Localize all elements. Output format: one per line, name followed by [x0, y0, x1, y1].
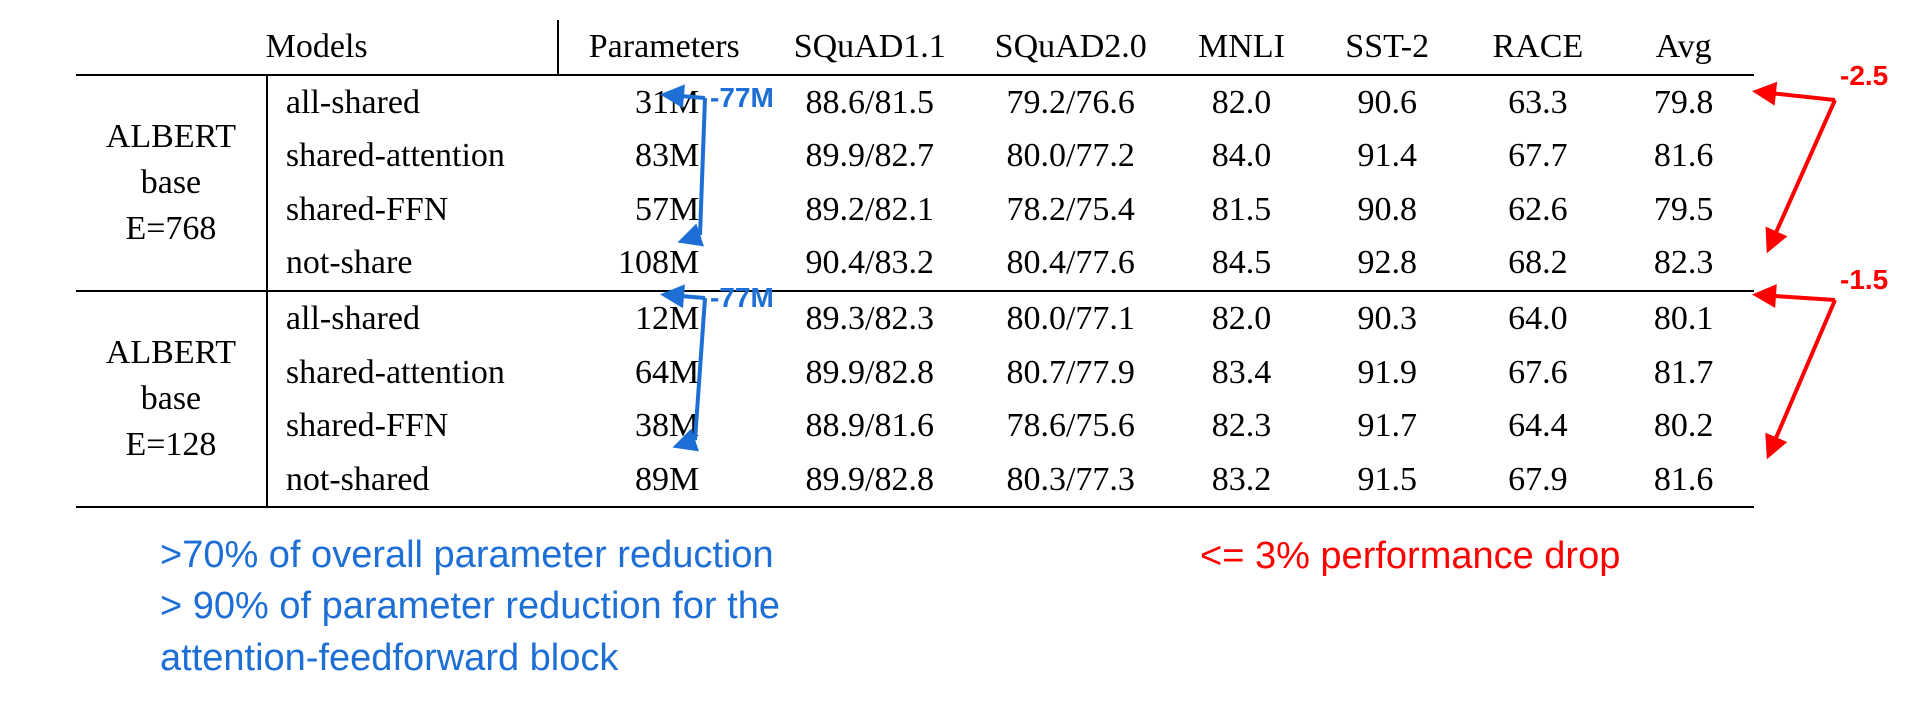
- group-label-e128: ALBERT base E=128: [76, 291, 267, 507]
- cell-avg: 80.1: [1613, 291, 1754, 346]
- cell-variant: not-shared: [267, 453, 558, 508]
- cell-squad11: 89.3/82.3: [769, 291, 970, 346]
- cell-params: 89M: [558, 453, 769, 508]
- cell-squad11: 89.2/82.1: [769, 183, 970, 237]
- red-delta-label-1: -2.5: [1840, 60, 1888, 92]
- results-table: Models Parameters SQuAD1.1 SQuAD2.0 MNLI…: [76, 20, 1754, 508]
- col-squad11: SQuAD1.1: [769, 20, 970, 75]
- group-label-line: ALBERT: [106, 118, 236, 155]
- cell-params: 64M: [558, 346, 769, 400]
- cell-mnli: 81.5: [1171, 183, 1312, 237]
- cell-variant: shared-attention: [267, 346, 558, 400]
- group-label-line: base: [141, 164, 201, 201]
- col-models: Models: [76, 20, 558, 75]
- table-row: ALBERT base E=128 all-shared 12M 89.3/82…: [76, 291, 1754, 346]
- table-row: shared-attention 83M 89.9/82.7 80.0/77.2…: [76, 129, 1754, 183]
- cell-avg: 79.8: [1613, 75, 1754, 130]
- col-avg: Avg: [1613, 20, 1754, 75]
- table-row: shared-FFN 57M 89.2/82.1 78.2/75.4 81.5 …: [76, 183, 1754, 237]
- cell-variant: all-shared: [267, 75, 558, 130]
- red-caption: <= 3% performance drop: [1200, 535, 1620, 578]
- cell-race: 64.4: [1463, 399, 1614, 453]
- blue-caption-line: attention-feedforward block: [160, 637, 618, 679]
- cell-variant: shared-FFN: [267, 399, 558, 453]
- cell-race: 64.0: [1463, 291, 1614, 346]
- cell-squad20: 80.0/77.1: [970, 291, 1171, 346]
- table-row: not-share 108M 90.4/83.2 80.4/77.6 84.5 …: [76, 236, 1754, 291]
- cell-sst2: 92.8: [1312, 236, 1463, 291]
- cell-sst2: 91.9: [1312, 346, 1463, 400]
- cell-race: 67.9: [1463, 453, 1614, 508]
- blue-delta-label-1: -77M: [710, 82, 774, 114]
- table-row: shared-attention 64M 89.9/82.8 80.7/77.9…: [76, 346, 1754, 400]
- cell-avg: 81.7: [1613, 346, 1754, 400]
- cell-sst2: 90.6: [1312, 75, 1463, 130]
- cell-squad20: 80.0/77.2: [970, 129, 1171, 183]
- cell-squad11: 89.9/82.8: [769, 346, 970, 400]
- table-bottom-rule: [76, 507, 1754, 508]
- table-row: not-shared 89M 89.9/82.8 80.3/77.3 83.2 …: [76, 453, 1754, 508]
- cell-squad11: 88.6/81.5: [769, 75, 970, 130]
- col-parameters: Parameters: [558, 20, 769, 75]
- group-label-line: ALBERT: [106, 334, 236, 371]
- cell-mnli: 82.0: [1171, 75, 1312, 130]
- col-squad20: SQuAD2.0: [970, 20, 1171, 75]
- cell-race: 63.3: [1463, 75, 1614, 130]
- cell-race: 67.7: [1463, 129, 1614, 183]
- cell-race: 62.6: [1463, 183, 1614, 237]
- table-row: shared-FFN 38M 88.9/81.6 78.6/75.6 82.3 …: [76, 399, 1754, 453]
- cell-variant: shared-FFN: [267, 183, 558, 237]
- cell-sst2: 91.4: [1312, 129, 1463, 183]
- table-header-row: Models Parameters SQuAD1.1 SQuAD2.0 MNLI…: [76, 20, 1754, 75]
- cell-sst2: 90.3: [1312, 291, 1463, 346]
- cell-squad20: 80.3/77.3: [970, 453, 1171, 508]
- cell-race: 67.6: [1463, 346, 1614, 400]
- col-mnli: MNLI: [1171, 20, 1312, 75]
- cell-variant: not-share: [267, 236, 558, 291]
- cell-mnli: 82.0: [1171, 291, 1312, 346]
- cell-avg: 82.3: [1613, 236, 1754, 291]
- cell-avg: 81.6: [1613, 129, 1754, 183]
- cell-squad11: 89.9/82.8: [769, 453, 970, 508]
- blue-caption-line: > 90% of parameter reduction for the: [160, 585, 780, 627]
- group-label-line: E=768: [125, 210, 216, 247]
- col-race: RACE: [1463, 20, 1614, 75]
- cell-params: 38M: [558, 399, 769, 453]
- group-label-line: E=128: [125, 426, 216, 463]
- group-label-e768: ALBERT base E=768: [76, 75, 267, 291]
- cell-params: 83M: [558, 129, 769, 183]
- col-sst2: SST-2: [1312, 20, 1463, 75]
- cell-squad20: 78.2/75.4: [970, 183, 1171, 237]
- cell-squad20: 79.2/76.6: [970, 75, 1171, 130]
- cell-variant: all-shared: [267, 291, 558, 346]
- cell-squad11: 89.9/82.7: [769, 129, 970, 183]
- cell-mnli: 83.4: [1171, 346, 1312, 400]
- cell-mnli: 84.0: [1171, 129, 1312, 183]
- cell-mnli: 84.5: [1171, 236, 1312, 291]
- cell-squad20: 78.6/75.6: [970, 399, 1171, 453]
- cell-squad20: 80.4/77.6: [970, 236, 1171, 291]
- cell-mnli: 83.2: [1171, 453, 1312, 508]
- cell-squad20: 80.7/77.9: [970, 346, 1171, 400]
- blue-caption: >70% of overall parameter reduction > 90…: [160, 530, 780, 684]
- cell-avg: 81.6: [1613, 453, 1754, 508]
- red-delta-label-2: -1.5: [1840, 264, 1888, 296]
- blue-delta-label-2: -77M: [710, 282, 774, 314]
- group-label-line: base: [141, 380, 201, 417]
- cell-mnli: 82.3: [1171, 399, 1312, 453]
- cell-race: 68.2: [1463, 236, 1614, 291]
- cell-variant: shared-attention: [267, 129, 558, 183]
- cell-avg: 79.5: [1613, 183, 1754, 237]
- table-row: ALBERT base E=768 all-shared 31M 88.6/81…: [76, 75, 1754, 130]
- cell-sst2: 91.5: [1312, 453, 1463, 508]
- cell-sst2: 91.7: [1312, 399, 1463, 453]
- cell-params: 57M: [558, 183, 769, 237]
- cell-avg: 80.2: [1613, 399, 1754, 453]
- cell-sst2: 90.8: [1312, 183, 1463, 237]
- results-table-container: Models Parameters SQuAD1.1 SQuAD2.0 MNLI…: [76, 20, 1754, 508]
- cell-squad11: 90.4/83.2: [769, 236, 970, 291]
- cell-squad11: 88.9/81.6: [769, 399, 970, 453]
- blue-caption-line: >70% of overall parameter reduction: [160, 534, 774, 576]
